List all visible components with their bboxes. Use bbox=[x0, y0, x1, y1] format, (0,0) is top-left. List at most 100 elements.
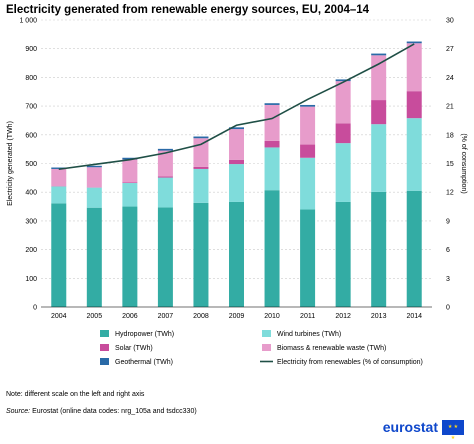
bar-solar-2013 bbox=[371, 100, 387, 125]
bar-hydropower-2013 bbox=[371, 191, 387, 307]
y-tick-label: 800 bbox=[25, 75, 37, 82]
y2-tick-label: 12 bbox=[446, 190, 454, 197]
bar-geothermal-2010 bbox=[264, 103, 280, 105]
bar-hydropower-2007 bbox=[157, 207, 173, 307]
y-tick-label: 300 bbox=[25, 218, 37, 225]
y2-tick-label: 3 bbox=[446, 276, 450, 283]
bar-biomass-2010 bbox=[264, 104, 280, 141]
legend-label: Geothermal (TWh) bbox=[115, 359, 173, 366]
bar-biomass-2006 bbox=[122, 159, 138, 183]
legend-label: Biomass & renewable waste (TWh) bbox=[277, 345, 386, 352]
bar-biomass-2004 bbox=[51, 168, 67, 187]
bar-biomass-2009 bbox=[229, 129, 244, 160]
bar-geothermal-2006 bbox=[122, 157, 138, 160]
bar-biomass-2008 bbox=[193, 138, 209, 167]
bar-geothermal-2012 bbox=[335, 79, 351, 82]
bar-hydropower-2014 bbox=[406, 190, 422, 307]
bar-hydropower-2004 bbox=[51, 203, 67, 307]
x-tick-label: 2012 bbox=[335, 313, 351, 320]
y2-tick-label: 6 bbox=[446, 247, 450, 254]
x-tick-label: 2004 bbox=[51, 313, 67, 320]
legend-label: Electricity from renewables (% of consum… bbox=[277, 359, 423, 366]
bar-solar-2008 bbox=[193, 166, 209, 169]
bar-wind-2006 bbox=[122, 183, 138, 207]
legend-swatch bbox=[100, 344, 109, 351]
eurostat-logo: eurostat ★ ★ ★ bbox=[382, 419, 464, 441]
chart-source: Source: Eurostat (online data codes: nrg… bbox=[6, 408, 197, 415]
x-tick-label: 2006 bbox=[122, 313, 138, 320]
source-text: Eurostat (online data codes: nrg_105a an… bbox=[30, 408, 197, 415]
bar-hydropower-2010 bbox=[264, 190, 280, 307]
bar-solar-2012 bbox=[335, 123, 351, 144]
bar-biomass-2011 bbox=[300, 106, 316, 145]
x-tick-label: 2010 bbox=[264, 313, 280, 320]
bar-geothermal-2007 bbox=[157, 148, 173, 151]
bar-geothermal-2008 bbox=[193, 136, 209, 139]
bar-wind-2004 bbox=[51, 186, 67, 204]
bar-hydropower-2008 bbox=[193, 202, 209, 307]
y-tick-label: 600 bbox=[25, 132, 37, 139]
bar-solar-2007 bbox=[157, 176, 173, 178]
bar-biomass-2005 bbox=[86, 167, 102, 188]
bar-biomass-2012 bbox=[335, 81, 351, 124]
x-tick-label: 2013 bbox=[371, 313, 387, 320]
y2-tick-label: 21 bbox=[446, 104, 454, 111]
bar-biomass-2007 bbox=[157, 150, 173, 177]
y2-tick-label: 15 bbox=[446, 161, 454, 168]
bar-wind-2008 bbox=[193, 168, 209, 203]
bar-wind-2011 bbox=[300, 157, 316, 210]
bar-solar-2010 bbox=[264, 140, 280, 148]
bar-hydropower-2005 bbox=[86, 207, 102, 307]
bar-biomass-2014 bbox=[406, 43, 422, 92]
bar-geothermal-2004 bbox=[51, 167, 67, 169]
y-tick-label: 700 bbox=[25, 104, 37, 111]
logo-text: eurostat bbox=[382, 419, 438, 435]
y2-tick-label: 27 bbox=[446, 46, 454, 53]
bar-geothermal-2014 bbox=[406, 41, 422, 44]
y-tick-label: 500 bbox=[25, 161, 37, 168]
bar-geothermal-2013 bbox=[371, 53, 387, 56]
bar-wind-2014 bbox=[406, 118, 422, 191]
y2-tick-label: 24 bbox=[446, 75, 454, 82]
bar-solar-2009 bbox=[229, 159, 244, 165]
bar-solar-2006 bbox=[122, 182, 138, 184]
renewable-electricity-chart: 0 100 200 300 400 500 600 700 800 900 1 000 0 3 6 9 12 1… bbox=[7, 18, 467, 367]
legend-label: Wind turbines (TWh) bbox=[277, 331, 341, 338]
bar-hydropower-2011 bbox=[300, 209, 316, 307]
x-tick-label: 2011 bbox=[300, 313, 315, 320]
bar-wind-2010 bbox=[264, 147, 280, 191]
source-prefix: Source: bbox=[6, 408, 31, 415]
x-tick-label: 2007 bbox=[158, 313, 174, 320]
y2-tick-label: 18 bbox=[446, 132, 454, 139]
x-tick-label: 2008 bbox=[193, 313, 209, 320]
bar-wind-2009 bbox=[229, 164, 244, 202]
y2-tick-label: 0 bbox=[446, 305, 450, 312]
y-tick-label: 1 000 bbox=[19, 18, 37, 25]
bar-geothermal-2009 bbox=[229, 127, 244, 130]
bar-wind-2012 bbox=[335, 143, 351, 202]
y2-tick-label: 9 bbox=[446, 218, 450, 225]
bar-wind-2005 bbox=[86, 187, 102, 208]
bar-solar-2014 bbox=[406, 91, 422, 119]
legend-swatch bbox=[100, 358, 109, 365]
legend-swatch bbox=[262, 344, 271, 351]
y-tick-label: 100 bbox=[25, 276, 37, 283]
x-tick-label: 2005 bbox=[87, 313, 103, 320]
bar-biomass-2013 bbox=[371, 55, 387, 101]
x-tick-label: 2009 bbox=[229, 313, 245, 320]
y-tick-label: 900 bbox=[25, 46, 37, 53]
bar-hydropower-2006 bbox=[122, 206, 138, 307]
legend-label: Hydropower (TWh) bbox=[115, 331, 174, 338]
bar-solar-2011 bbox=[300, 144, 316, 158]
chart-title: Electricity generated from renewable ene… bbox=[6, 4, 370, 16]
y-tick-label: 200 bbox=[25, 247, 37, 254]
y-tick-label: 0 bbox=[33, 305, 37, 312]
legend-swatch bbox=[262, 330, 271, 337]
y-tick-label: 400 bbox=[25, 190, 37, 197]
chart-note: Note: different scale on the left and ri… bbox=[6, 391, 145, 398]
bar-geothermal-2011 bbox=[300, 104, 316, 107]
eu-flag-icon: ★ ★ ★ bbox=[442, 419, 464, 441]
legend-label: Solar (TWh) bbox=[115, 345, 153, 352]
y2-axis-label: (% of consumption) bbox=[460, 133, 467, 193]
bar-geothermal-2005 bbox=[86, 165, 102, 168]
